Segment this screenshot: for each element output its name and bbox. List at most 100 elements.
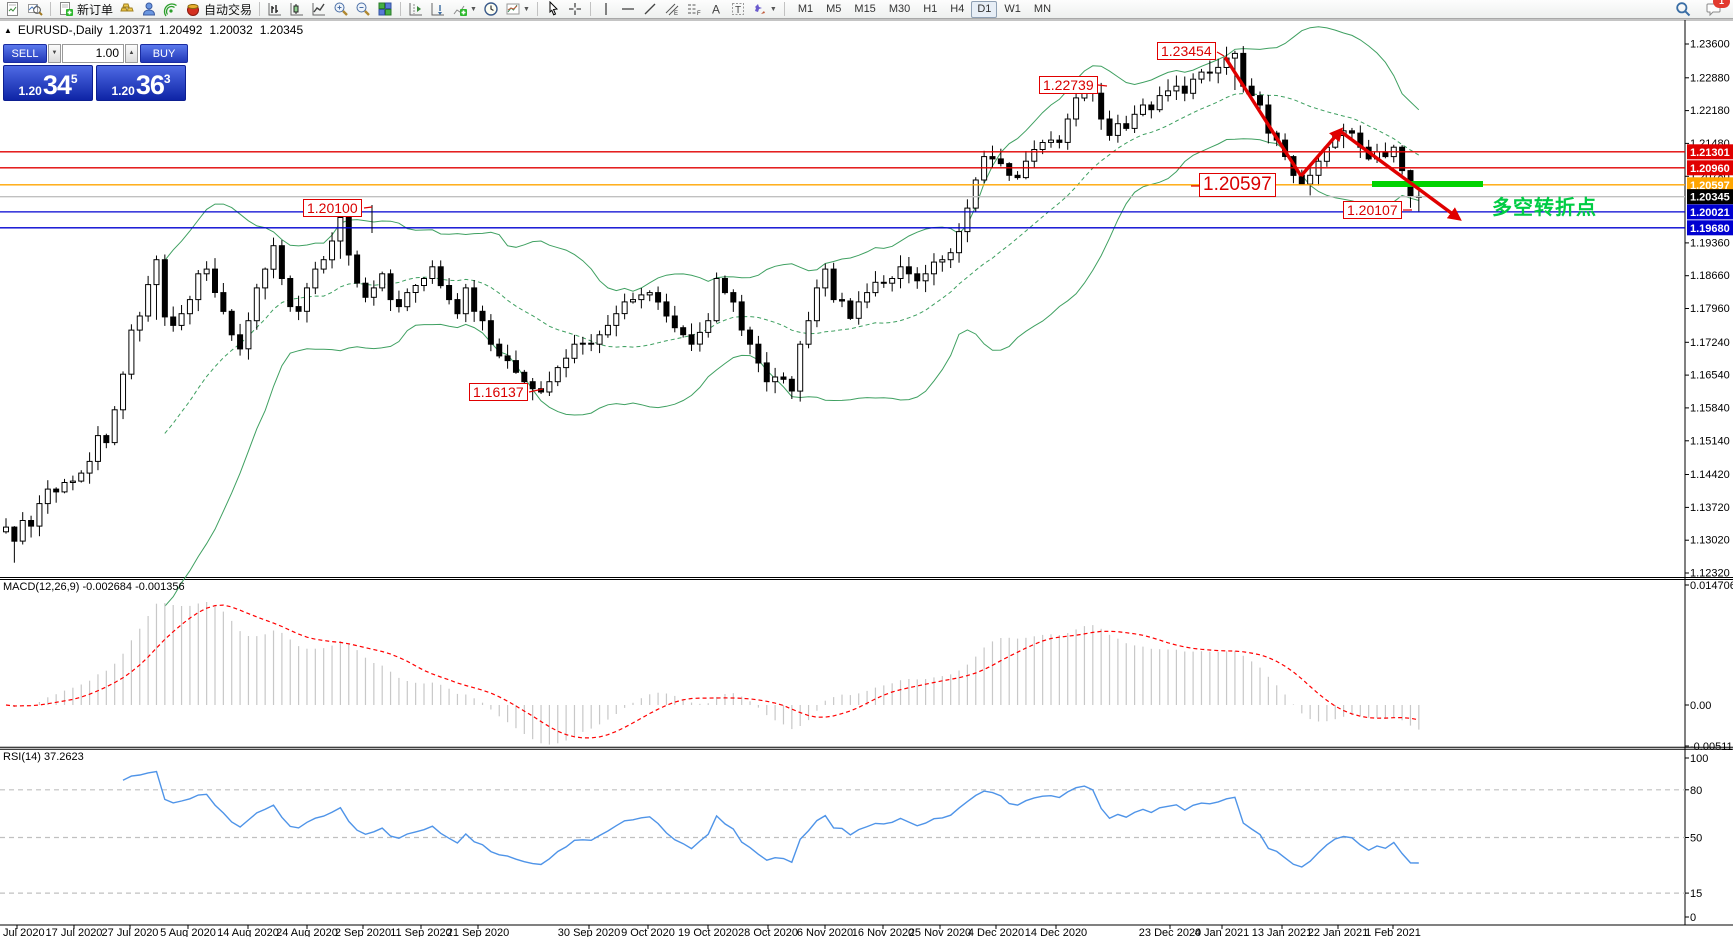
svg-text:1.12320: 1.12320 — [1690, 568, 1730, 580]
cursor-icon[interactable] — [543, 1, 563, 18]
timeframe-button-W1[interactable]: W1 — [1004, 2, 1021, 15]
timeframe-button-MN[interactable]: MN — [1033, 2, 1052, 15]
trendline-icon[interactable] — [640, 1, 660, 18]
line-type-icon[interactable] — [309, 1, 329, 18]
new-chart-icon[interactable] — [3, 1, 23, 18]
turning-point-annotation[interactable]: 多空转折点 — [1492, 197, 1597, 219]
svg-text:1.23600: 1.23600 — [1690, 39, 1730, 51]
svg-text:1.22880: 1.22880 — [1690, 72, 1730, 84]
svg-text:1.18660: 1.18660 — [1690, 270, 1730, 282]
timeframe-button-M1[interactable]: M1 — [797, 2, 814, 15]
svg-text:1.20021: 1.20021 — [1690, 207, 1730, 219]
timeframe-button-H4[interactable]: H4 — [950, 2, 965, 15]
candles-type-icon[interactable] — [287, 1, 307, 18]
fibonacci-icon[interactable]: F — [684, 1, 704, 18]
volume-input[interactable]: 1.00 — [62, 44, 124, 63]
text-icon[interactable]: A — [706, 1, 726, 18]
new-order-button[interactable]: 新订单 — [56, 1, 115, 18]
sell-button[interactable]: SELL — [3, 44, 47, 63]
toolbar-separator — [400, 2, 402, 16]
scroll-shift-icon[interactable] — [406, 1, 426, 18]
chart-profiles-icon[interactable] — [25, 1, 45, 18]
svg-text:4 Jan 2021: 4 Jan 2021 — [1195, 927, 1249, 937]
zoom-in-icon[interactable] — [331, 1, 351, 18]
toolbar-separator — [783, 2, 785, 16]
buy-price-pip: 3 — [163, 72, 171, 86]
timeframe-button-M5[interactable]: M5 — [826, 2, 842, 15]
rsi-label: RSI(14) 37.2623 — [3, 751, 84, 763]
svg-text:1.20597: 1.20597 — [1690, 180, 1730, 192]
collapse-triangle-icon[interactable]: ▲ — [4, 25, 12, 35]
volume-increase-button[interactable]: ▲ — [125, 44, 138, 63]
vline-icon[interactable] — [596, 1, 616, 18]
svg-text:0.00: 0.00 — [1690, 700, 1711, 712]
price-callout-1.22739[interactable]: 1.22739 — [1039, 76, 1098, 94]
svg-text:16 Nov 2020: 16 Nov 2020 — [852, 927, 914, 937]
clock-icon[interactable] — [481, 1, 501, 18]
svg-text:E: E — [674, 11, 678, 17]
price-callout-1.20107[interactable]: 1.20107 — [1343, 201, 1402, 219]
svg-text:11 Sep 2020: 11 Sep 2020 — [390, 927, 452, 937]
signals-icon[interactable] — [161, 1, 181, 18]
svg-text:1.15840: 1.15840 — [1690, 402, 1730, 414]
svg-text:80: 80 — [1690, 785, 1702, 797]
bars-type-icon[interactable] — [265, 1, 285, 18]
price-callout-1.23454[interactable]: 1.23454 — [1157, 42, 1216, 60]
timeframe-button-D1[interactable]: D1 — [971, 0, 998, 18]
svg-text:1.19680: 1.19680 — [1690, 223, 1730, 235]
volume-decrease-button[interactable]: ▼ — [48, 44, 61, 63]
auto-scroll-icon[interactable] — [428, 1, 448, 18]
timeframe-button-H1[interactable]: H1 — [923, 2, 938, 15]
channel-icon[interactable]: E — [662, 1, 682, 18]
svg-text:27 Jul 2020: 27 Jul 2020 — [102, 927, 159, 937]
symbol-period-label: EURUSD-,Daily — [17, 23, 103, 37]
svg-text:24 Aug 2020: 24 Aug 2020 — [276, 927, 338, 937]
contacts-icon[interactable] — [139, 1, 159, 18]
search-icon[interactable] — [1673, 1, 1693, 18]
svg-text:50: 50 — [1690, 833, 1702, 845]
tile-windows-icon[interactable] — [375, 1, 395, 18]
buy-price-panel[interactable]: 1.20 36 3 — [96, 65, 186, 101]
autotrade-button[interactable]: 自动交易 — [183, 1, 254, 18]
price-callout-1.20100[interactable]: 1.20100 — [303, 199, 362, 217]
sell-price-panel[interactable]: 1.20 34 5 — [3, 65, 93, 101]
svg-text:23 Dec 2020: 23 Dec 2020 — [1139, 927, 1201, 937]
add-indicator-icon[interactable]: ▼ — [450, 1, 479, 18]
price-callout-1.16137[interactable]: 1.16137 — [469, 383, 528, 401]
svg-text:1.13720: 1.13720 — [1690, 502, 1730, 514]
svg-text:1.19360: 1.19360 — [1690, 237, 1730, 249]
price-callout-1.20597[interactable]: 1.20597 — [1199, 173, 1276, 197]
svg-text:4 Dec 2020: 4 Dec 2020 — [968, 927, 1024, 937]
chart-title-bar: ▲ EURUSD-,Daily 1.20371 1.20492 1.20032 … — [4, 23, 303, 37]
svg-text:9 Oct 2020: 9 Oct 2020 — [621, 927, 675, 937]
chat-icon[interactable]: 1 — [1703, 0, 1730, 18]
hline-icon[interactable] — [618, 1, 638, 18]
svg-text:1.17960: 1.17960 — [1690, 303, 1730, 315]
svg-text:19 Oct 2020: 19 Oct 2020 — [678, 927, 738, 937]
svg-text:5 Aug 2020: 5 Aug 2020 — [160, 927, 216, 937]
high-value: 1.20492 — [159, 23, 203, 37]
timeframe-button-M30[interactable]: M30 — [888, 2, 911, 15]
buy-button[interactable]: BUY — [140, 44, 188, 63]
buy-price-prefix: 1.20 — [111, 84, 135, 98]
sell-price-prefix: 1.20 — [18, 84, 42, 98]
svg-text:1.17240: 1.17240 — [1690, 337, 1730, 349]
templates-icon[interactable]: ▼ — [503, 1, 532, 18]
svg-text:1.14420: 1.14420 — [1690, 469, 1730, 481]
toolbar-separator — [536, 2, 538, 16]
zoom-out-icon[interactable] — [353, 1, 373, 18]
sell-price-main: 34 — [42, 70, 72, 100]
one-click-trading-panel: SELL ▼ 1.00 ▲ BUY 1.20 34 5 1.20 36 3 — [3, 44, 189, 101]
svg-text:14 Aug 2020: 14 Aug 2020 — [217, 927, 279, 937]
svg-text:0: 0 — [1690, 912, 1696, 924]
toolbar-separator — [259, 2, 261, 16]
gold-icon[interactable] — [117, 1, 137, 18]
toolbar-separator — [589, 2, 591, 16]
svg-text:1.20960: 1.20960 — [1690, 163, 1730, 175]
arrows-icon[interactable]: ▼ — [750, 1, 779, 18]
svg-text:17 Jul 2020: 17 Jul 2020 — [46, 927, 103, 937]
timeframe-button-M15[interactable]: M15 — [854, 2, 876, 15]
crosshair-icon[interactable] — [565, 1, 585, 18]
text-label-icon[interactable]: T — [728, 1, 748, 18]
